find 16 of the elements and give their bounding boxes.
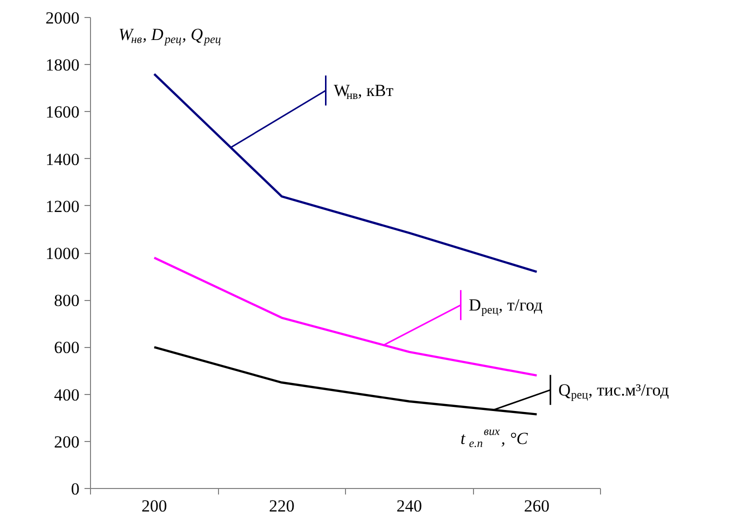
x-tick-label: 220 [269,496,294,516]
x-tick-label: 200 [142,496,167,516]
y-tick-label: 2000 [46,8,80,28]
x-tick-label: 240 [396,496,422,516]
y-tick-label: 0 [71,480,80,498]
line-series [153,72,538,273]
y-tick-label: 600 [54,338,80,358]
x-tick-label: 260 [524,496,550,516]
y-tick-label: 200 [54,432,80,452]
y-tick-label: 800 [54,291,80,310]
y-tick-label: 1000 [46,244,80,263]
y-tick-label: 1600 [46,102,80,122]
y-tick-label: 400 [54,385,80,404]
y-tick-label: 1400 [46,150,80,169]
y-tick-label: 1800 [46,56,80,75]
y-tick-label: 1200 [46,196,80,216]
